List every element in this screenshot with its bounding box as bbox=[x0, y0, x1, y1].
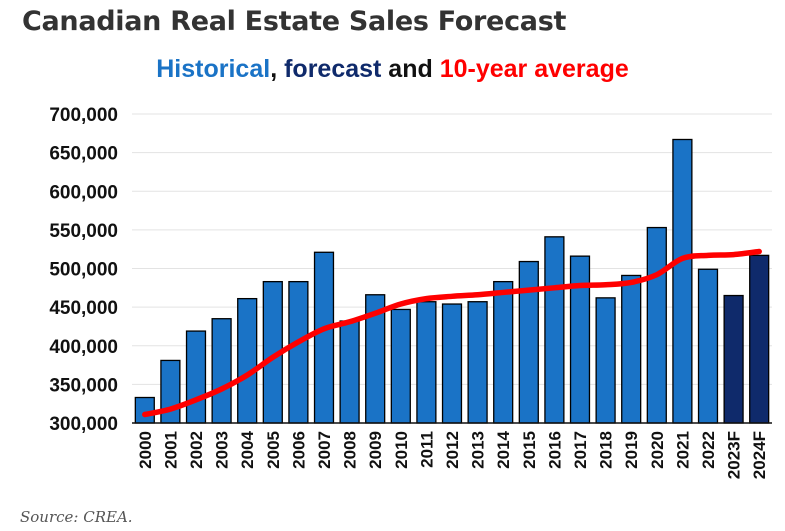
bar bbox=[621, 274, 642, 424]
bar bbox=[134, 396, 155, 424]
y-tick-label: 450,000 bbox=[49, 298, 118, 319]
x-tick-label: 2011 bbox=[417, 431, 436, 468]
x-tick-label: 2019 bbox=[622, 431, 641, 469]
x-tick-label: 2016 bbox=[545, 431, 564, 469]
x-tick-label: 2002 bbox=[187, 431, 206, 469]
x-tick-label: 2001 bbox=[161, 431, 180, 469]
x-tick-label: 2014 bbox=[494, 430, 513, 468]
bar bbox=[211, 318, 232, 424]
y-tick-label: 500,000 bbox=[49, 260, 118, 281]
y-tick-label: 300,000 bbox=[49, 414, 118, 435]
bar bbox=[160, 359, 181, 424]
chart-title: Canadian Real Estate Sales Forecast bbox=[22, 6, 567, 37]
bar bbox=[749, 254, 770, 424]
bar bbox=[441, 303, 463, 424]
x-tick-label: 2013 bbox=[469, 431, 488, 469]
subtitle-forecast: forecast bbox=[284, 55, 382, 83]
x-tick-label: 2012 bbox=[443, 431, 462, 469]
x-tick-label: 2017 bbox=[571, 431, 590, 469]
bar bbox=[569, 255, 591, 424]
x-tick-label: 2018 bbox=[597, 431, 616, 469]
y-tick-label: 350,000 bbox=[49, 375, 118, 396]
x-tick-label: 2000 bbox=[136, 431, 155, 469]
bar-series bbox=[134, 138, 770, 424]
x-axis: 2000 2001 2002 2003 2004 2005 2006 2007 2008 2009… bbox=[132, 422, 772, 479]
bar bbox=[185, 330, 207, 424]
y-tick-label: 600,000 bbox=[49, 182, 118, 203]
bar bbox=[313, 251, 335, 424]
bar bbox=[416, 301, 437, 424]
y-tick-label: 550,000 bbox=[49, 221, 118, 242]
x-tick-label: 2021 bbox=[673, 431, 692, 469]
x-tick-label: 2006 bbox=[289, 431, 308, 469]
x-tick-label: 2024F bbox=[750, 431, 769, 479]
bar bbox=[518, 260, 539, 424]
x-tick-label: 2010 bbox=[392, 431, 411, 469]
y-axis: 700,000 650,000 600,000 550,000 500,000 450,0… bbox=[49, 105, 118, 435]
bar bbox=[467, 301, 488, 424]
average-line bbox=[142, 248, 762, 418]
bar bbox=[672, 138, 693, 424]
x-tick-label: 2007 bbox=[315, 431, 334, 469]
bar bbox=[697, 268, 719, 424]
bar bbox=[595, 297, 616, 424]
x-tick-label: 2023F bbox=[725, 431, 744, 479]
x-tick-label: 2009 bbox=[366, 431, 385, 469]
y-tick-label: 700,000 bbox=[49, 105, 118, 126]
bar bbox=[544, 236, 565, 424]
x-tick-label: 2015 bbox=[520, 431, 539, 469]
subtitle-and: and bbox=[381, 55, 440, 83]
x-tick-label: 2004 bbox=[238, 430, 257, 468]
bar bbox=[723, 294, 744, 424]
source-note: Source: CREA. bbox=[20, 508, 133, 526]
subtitle-separator: , bbox=[270, 55, 285, 83]
bar bbox=[288, 280, 309, 424]
x-tick-label: 2005 bbox=[264, 431, 283, 469]
x-tick-label: 2003 bbox=[213, 431, 232, 469]
y-tick-label: 650,000 bbox=[49, 144, 118, 165]
average-line-path bbox=[142, 248, 762, 418]
x-tick-label: 2020 bbox=[648, 431, 667, 469]
bar bbox=[646, 226, 667, 424]
x-tick-label: 2008 bbox=[341, 431, 360, 469]
bar bbox=[339, 320, 360, 424]
chart-subtitle: Historical, forecast and 10-year average bbox=[0, 55, 785, 84]
bar bbox=[390, 308, 411, 424]
x-tick-label: 2022 bbox=[699, 431, 718, 469]
subtitle-historical: Historical bbox=[156, 55, 271, 83]
bar bbox=[237, 297, 258, 424]
y-tick-label: 400,000 bbox=[49, 337, 118, 358]
subtitle-average: 10-year average bbox=[439, 55, 629, 83]
bar bbox=[493, 280, 514, 424]
